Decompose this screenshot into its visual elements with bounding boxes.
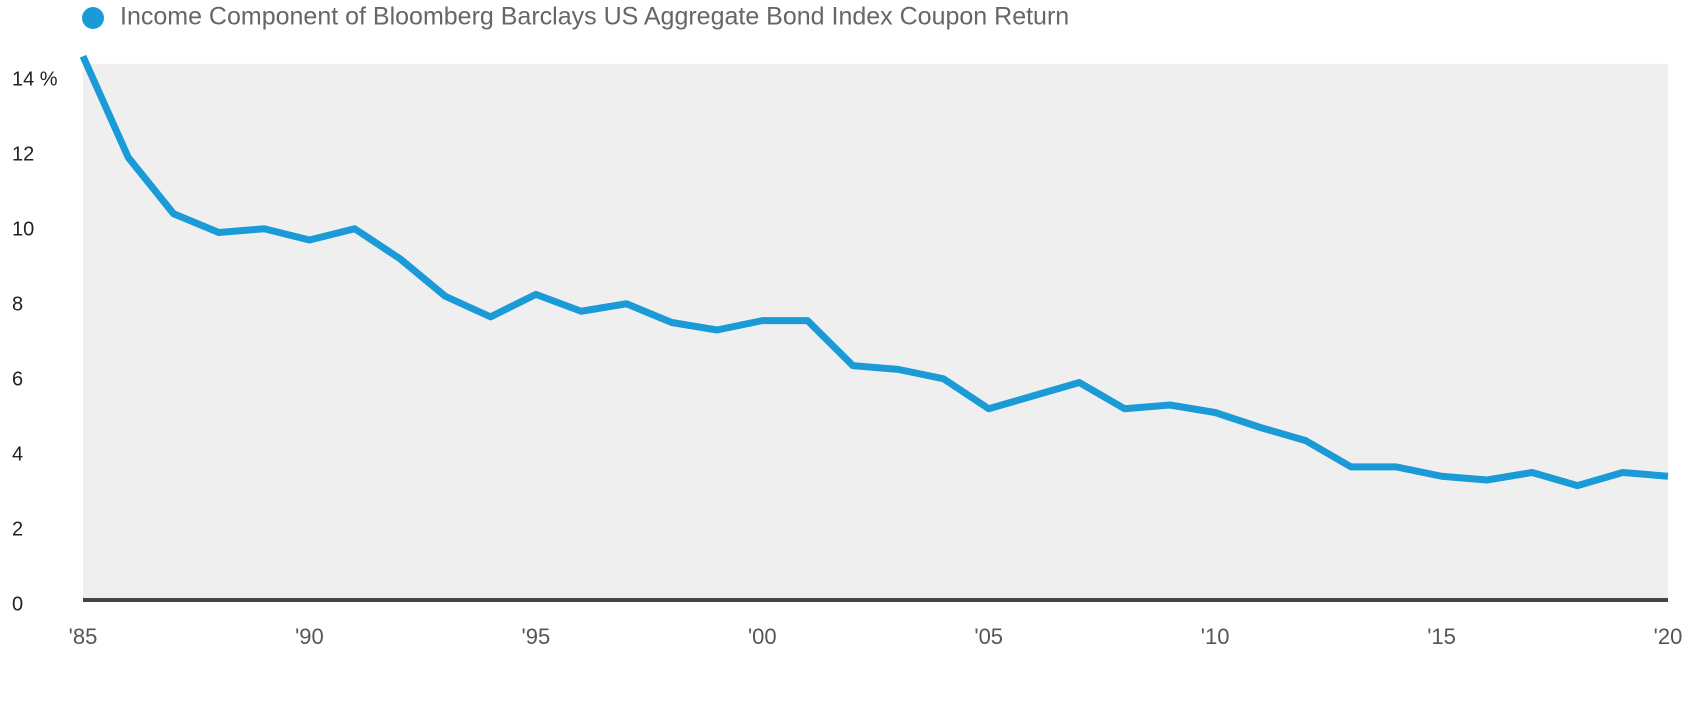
x-tick-label: '85 [69, 624, 98, 649]
legend-label: Income Component of Bloomberg Barclays U… [120, 3, 1069, 31]
legend: Income Component of Bloomberg Barclays U… [82, 3, 1069, 31]
y-tick-label: 4 [12, 443, 23, 465]
data-line [79, 54, 1669, 490]
y-tick-label: 8 [12, 293, 23, 315]
y-tick-label: 12 [12, 143, 34, 165]
plot-background [83, 63, 1668, 600]
y-tick-label: 2 [12, 518, 23, 540]
x-tick-label: '05 [974, 624, 1003, 649]
x-tick-label: '15 [1427, 624, 1456, 649]
y-tick-label: 6 [12, 368, 23, 390]
y-tick-label: 10 [12, 218, 34, 240]
x-tick-label: '90 [295, 624, 324, 649]
x-tick-label: '95 [522, 624, 551, 649]
y-tick-label: 0 [12, 593, 23, 615]
x-tick-label: '10 [1201, 624, 1230, 649]
legend-marker [82, 7, 104, 29]
x-tick-label: '20 [1654, 624, 1683, 649]
y-tick-label: 14 % [12, 68, 58, 90]
x-tick-label: '00 [748, 624, 777, 649]
